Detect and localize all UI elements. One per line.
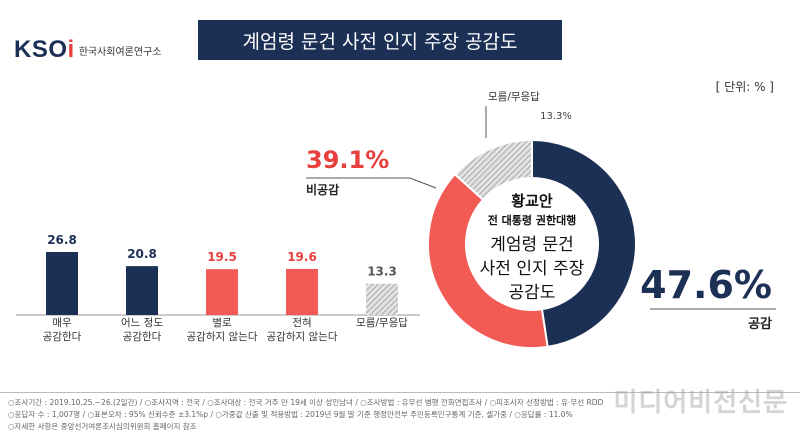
slice-name-label: 공감 bbox=[748, 317, 772, 332]
bar-value-label: 19.5 bbox=[207, 250, 237, 264]
donut-center-text: 전 대통령 권한대행 bbox=[488, 213, 577, 227]
watermark: 미디어비전신문 bbox=[613, 388, 788, 418]
donut-center-text: 사전 인지 주장 bbox=[480, 259, 585, 279]
bar-value-label: 13.3 bbox=[367, 265, 397, 279]
logo-mark: KSOi bbox=[14, 36, 75, 63]
donut-slice bbox=[427, 172, 549, 349]
donut-center-text: 계엄령 문건 bbox=[490, 235, 574, 255]
bar bbox=[366, 283, 398, 315]
donut-slice bbox=[531, 138, 637, 348]
bar-category-label: 모름/무응답 bbox=[356, 317, 408, 329]
bar-category-label: 공감한다 bbox=[43, 331, 82, 343]
bar-category-label: 어느 정도 bbox=[121, 317, 163, 329]
donut-slice bbox=[453, 138, 533, 202]
logo-text: 한국사회여론연구소 bbox=[78, 46, 162, 58]
bar bbox=[126, 266, 158, 315]
footer-line: ○응답자 수 : 1,007명 / ○표본오차 : 95% 신뢰수준 ±3.1%… bbox=[8, 410, 573, 419]
slice-value-label: 47.6% bbox=[640, 263, 772, 307]
footer-line: ○조사기간 : 2019.10.25.~26.(2일간) / ○조사지역 : 전… bbox=[8, 398, 604, 407]
bar-category-label: 별로 bbox=[212, 317, 232, 329]
callout-line bbox=[306, 177, 437, 189]
bar bbox=[46, 252, 78, 315]
bar-category-label: 공감하지 않는다 bbox=[187, 330, 258, 343]
donut-center-text: 황교안 bbox=[511, 192, 553, 210]
donut-center-text: 공감도 bbox=[509, 283, 556, 303]
slice-name-label: 비공감 bbox=[306, 182, 339, 197]
bar-category-label: 공감한다 bbox=[123, 331, 162, 343]
survey-footer: ○조사기간 : 2019.10.25.~26.(2일간) / ○조사지역 : 전… bbox=[8, 397, 792, 433]
bar-value-label: 19.6 bbox=[287, 250, 317, 264]
footer-divider bbox=[0, 392, 800, 393]
ksoi-logo: KSOi 한국사회여론연구소 bbox=[14, 36, 162, 64]
unit-label: [ 단위: % ] bbox=[715, 80, 774, 94]
bar-value-label: 26.8 bbox=[47, 233, 77, 247]
bar bbox=[206, 269, 238, 315]
bar-category-label: 공감하지 않는다 bbox=[267, 330, 338, 343]
bar-category-label: 매우 bbox=[52, 317, 72, 329]
bar-value-label: 20.8 bbox=[127, 247, 157, 261]
slice-value-label: 13.3% bbox=[540, 111, 572, 122]
bar bbox=[286, 268, 318, 315]
slice-name-label: 모름/무응답 bbox=[488, 91, 540, 103]
chart-title: 계엄령 문건 사전 인지 주장 공감도 bbox=[198, 20, 562, 60]
footer-line: ○자세한 사항은 중앙선거여론조사심의위원회 홈페이지 참조 bbox=[8, 422, 197, 431]
bar-category-label: 전혀 bbox=[292, 317, 311, 329]
slice-value-label: 39.1% bbox=[306, 146, 389, 174]
